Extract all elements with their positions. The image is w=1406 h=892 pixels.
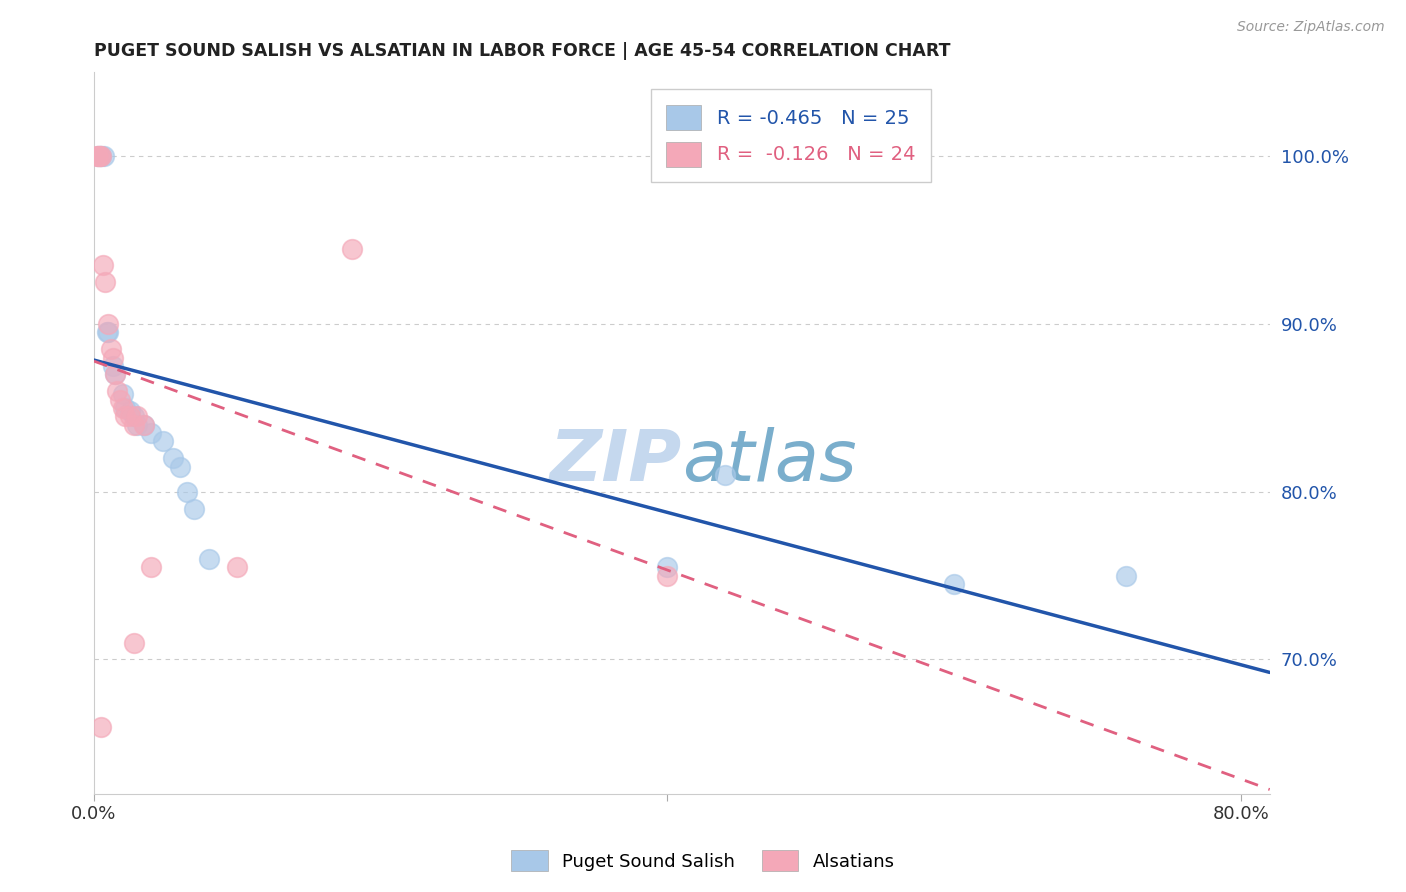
Text: atlas: atlas — [682, 427, 856, 497]
Point — [100, 342, 122, 356]
Point — [114, 401, 136, 415]
Point — [94, 275, 117, 289]
Point — [104, 368, 127, 382]
Point — [89, 149, 111, 163]
Point — [226, 560, 249, 574]
Legend: Puget Sound Salish, Alsatians: Puget Sound Salish, Alsatians — [505, 843, 901, 879]
Point — [657, 560, 679, 574]
Point — [118, 404, 141, 418]
Point — [111, 401, 134, 415]
Point — [125, 417, 148, 432]
Point — [96, 326, 118, 340]
Point — [101, 351, 124, 365]
Point — [86, 149, 108, 163]
Point — [97, 317, 120, 331]
Point — [122, 636, 145, 650]
Point — [108, 392, 131, 407]
Point — [91, 258, 114, 272]
Point — [714, 467, 737, 482]
Point — [105, 384, 128, 398]
Text: ZIP: ZIP — [550, 427, 682, 497]
Point — [118, 409, 141, 424]
Point — [169, 459, 191, 474]
Point — [197, 552, 219, 566]
Point — [90, 149, 112, 163]
Point — [132, 417, 155, 432]
Point — [111, 387, 134, 401]
Point — [943, 577, 966, 591]
Point — [97, 326, 120, 340]
Point — [1115, 568, 1137, 582]
Point — [87, 149, 110, 163]
Point — [162, 451, 184, 466]
Point — [122, 409, 145, 424]
Point — [87, 149, 110, 163]
Point — [183, 501, 205, 516]
Point — [152, 434, 174, 449]
Point — [176, 484, 198, 499]
Point — [90, 720, 112, 734]
Point — [132, 417, 155, 432]
Point — [114, 409, 136, 424]
Text: PUGET SOUND SALISH VS ALSATIAN IN LABOR FORCE | AGE 45-54 CORRELATION CHART: PUGET SOUND SALISH VS ALSATIAN IN LABOR … — [94, 42, 950, 60]
Point — [340, 242, 363, 256]
Legend: R = -0.465   N = 25, R =  -0.126   N = 24: R = -0.465 N = 25, R = -0.126 N = 24 — [651, 89, 931, 182]
Text: Source: ZipAtlas.com: Source: ZipAtlas.com — [1237, 20, 1385, 34]
Point — [657, 568, 679, 582]
Point — [93, 149, 115, 163]
Point — [141, 425, 163, 440]
Point — [101, 359, 124, 373]
Point — [89, 149, 111, 163]
Point — [125, 409, 148, 424]
Point — [104, 368, 127, 382]
Point — [90, 149, 112, 163]
Point — [122, 417, 145, 432]
Point — [141, 560, 163, 574]
